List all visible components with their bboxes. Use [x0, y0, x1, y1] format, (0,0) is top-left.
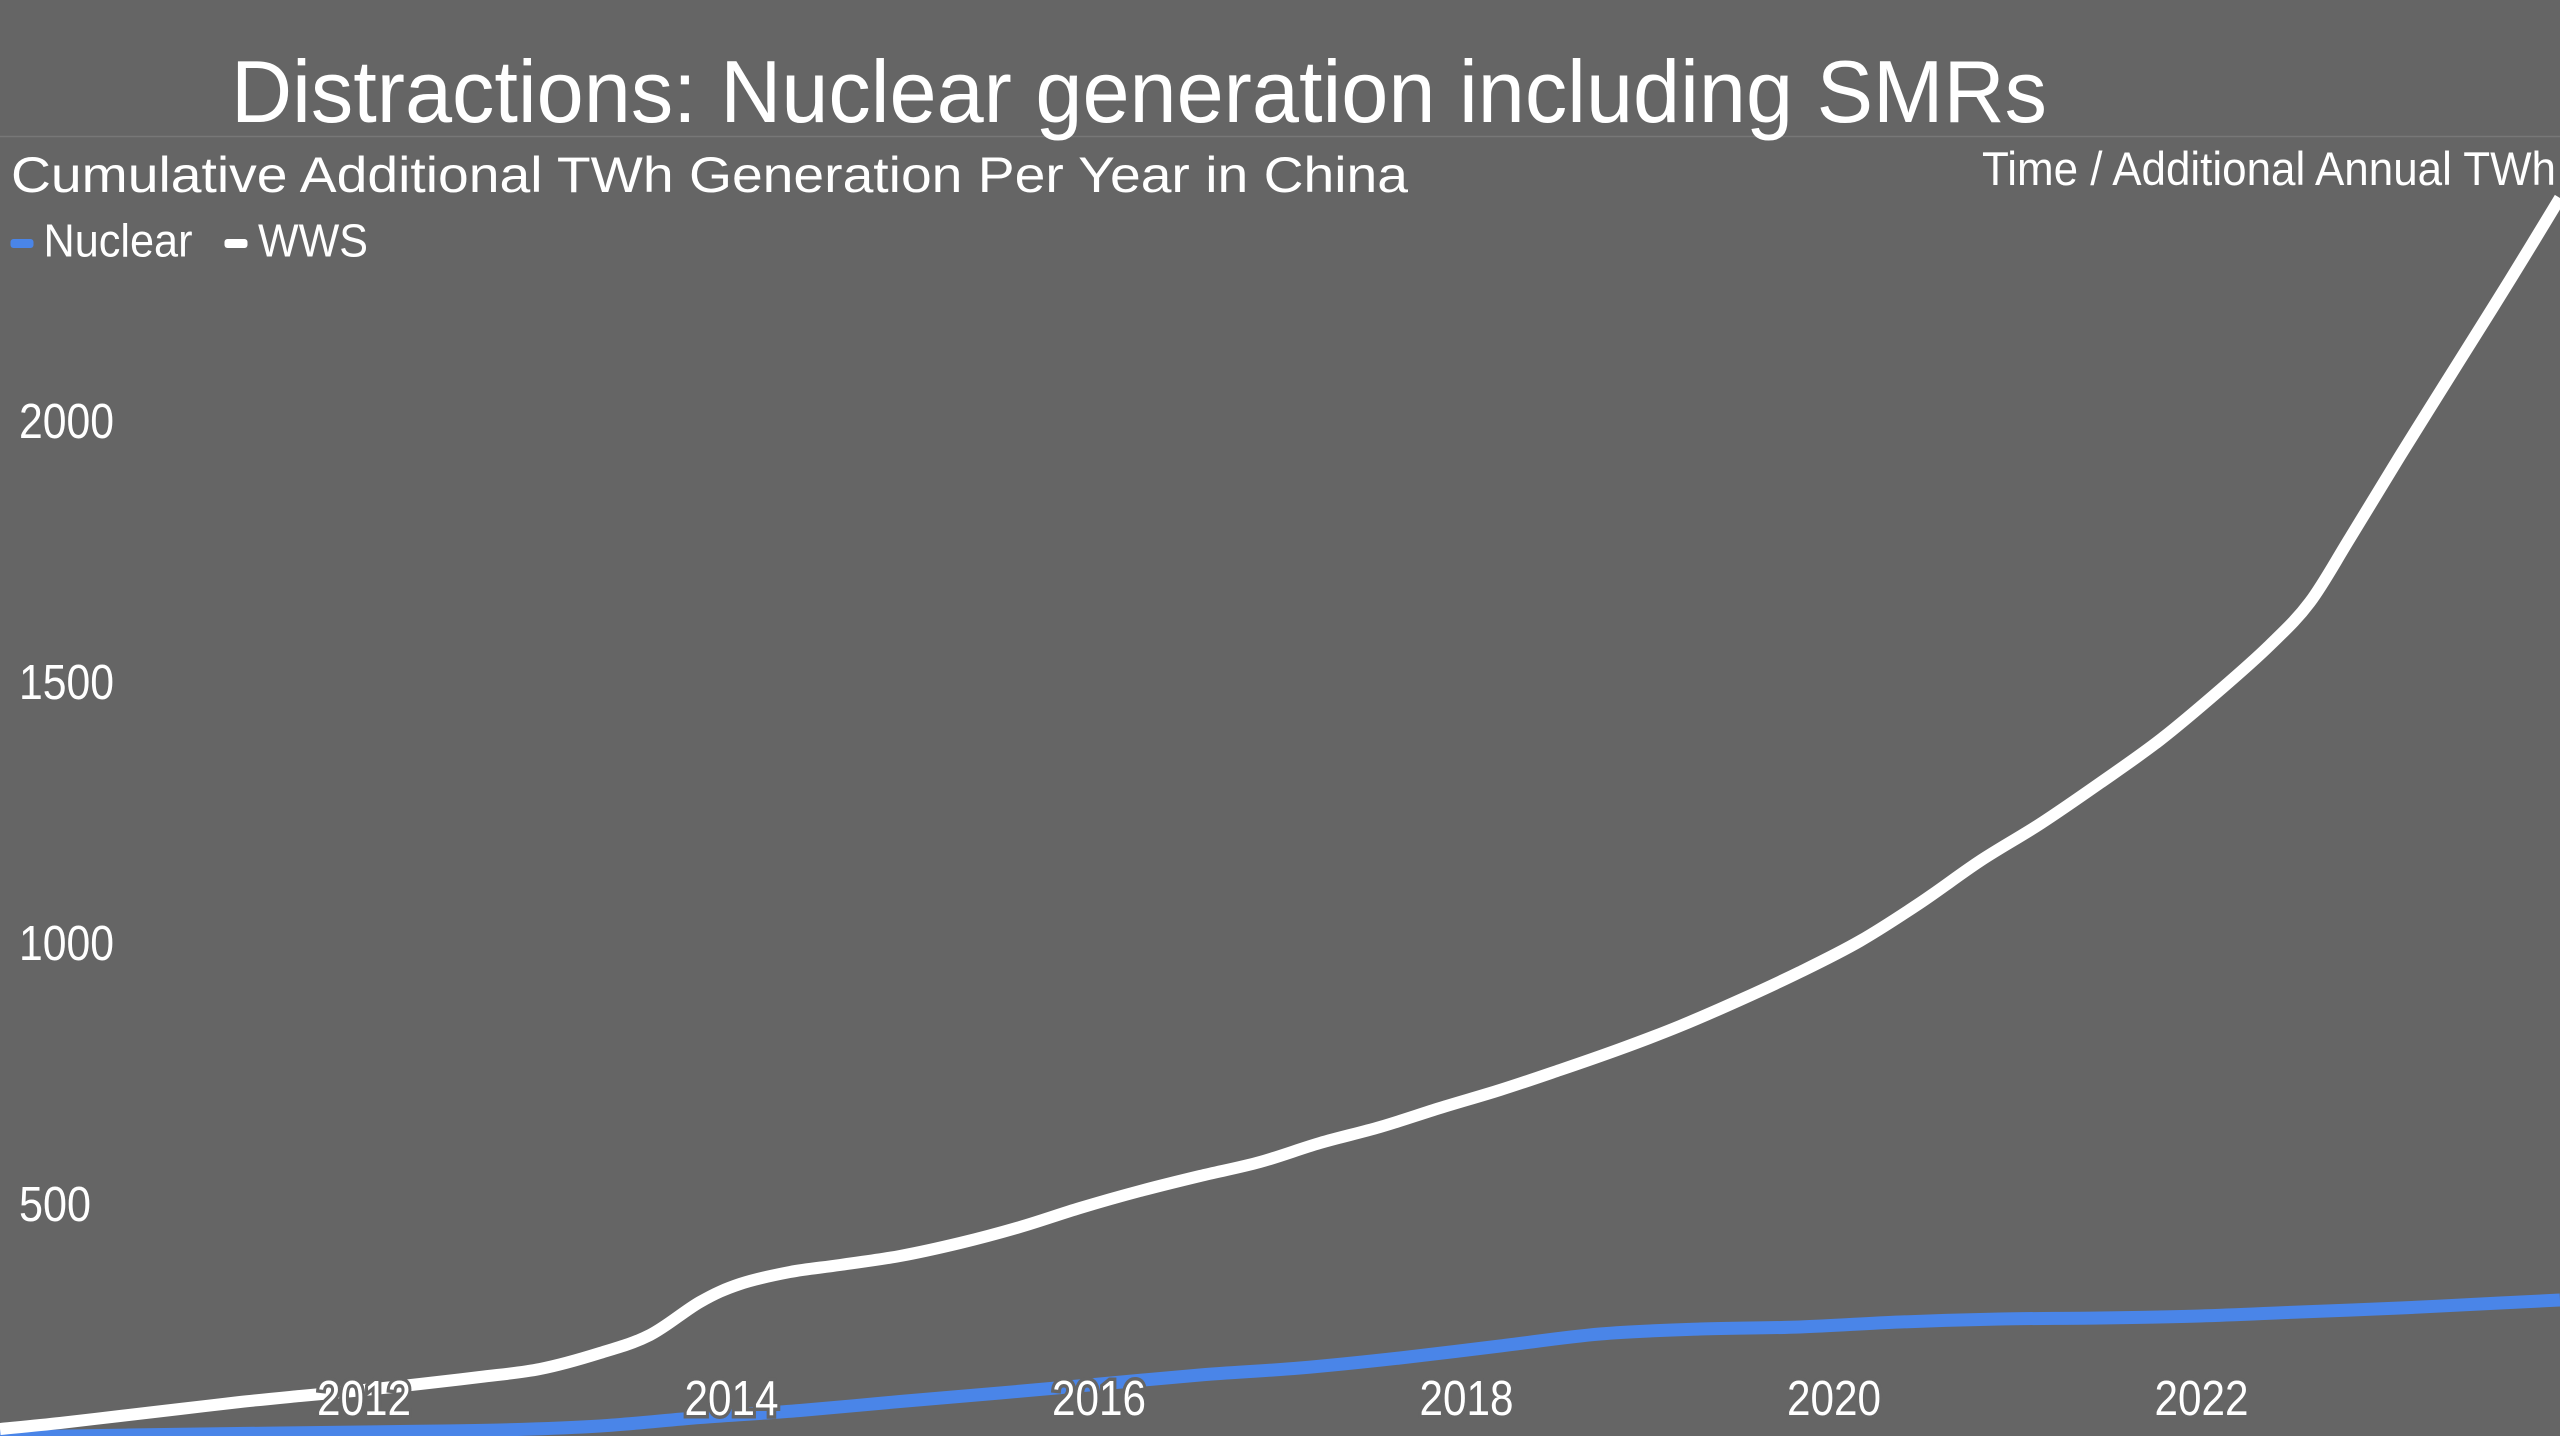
svg-text:1000: 1000 — [19, 917, 114, 971]
svg-text:2018: 2018 — [1420, 1372, 1514, 1426]
svg-text:Nuclear: Nuclear — [44, 215, 193, 267]
svg-text:Time / Additional Annual TWh: Time / Additional Annual TWh — [1982, 142, 2556, 195]
svg-text:2014: 2014 — [685, 1372, 779, 1426]
svg-text:1500: 1500 — [19, 656, 114, 710]
svg-text:WWS: WWS — [258, 215, 368, 267]
svg-text:2012: 2012 — [317, 1372, 411, 1426]
svg-text:Distractions: Nuclear generati: Distractions: Nuclear generation includi… — [231, 42, 2047, 141]
svg-text:2020: 2020 — [1787, 1372, 1881, 1426]
svg-text:2022: 2022 — [2155, 1372, 2249, 1426]
svg-text:500: 500 — [19, 1178, 91, 1232]
svg-text:Cumulative Additional TWh Gene: Cumulative Additional TWh Generation Per… — [11, 147, 1408, 203]
svg-text:2000: 2000 — [19, 395, 114, 449]
svg-text:2016: 2016 — [1052, 1372, 1146, 1426]
